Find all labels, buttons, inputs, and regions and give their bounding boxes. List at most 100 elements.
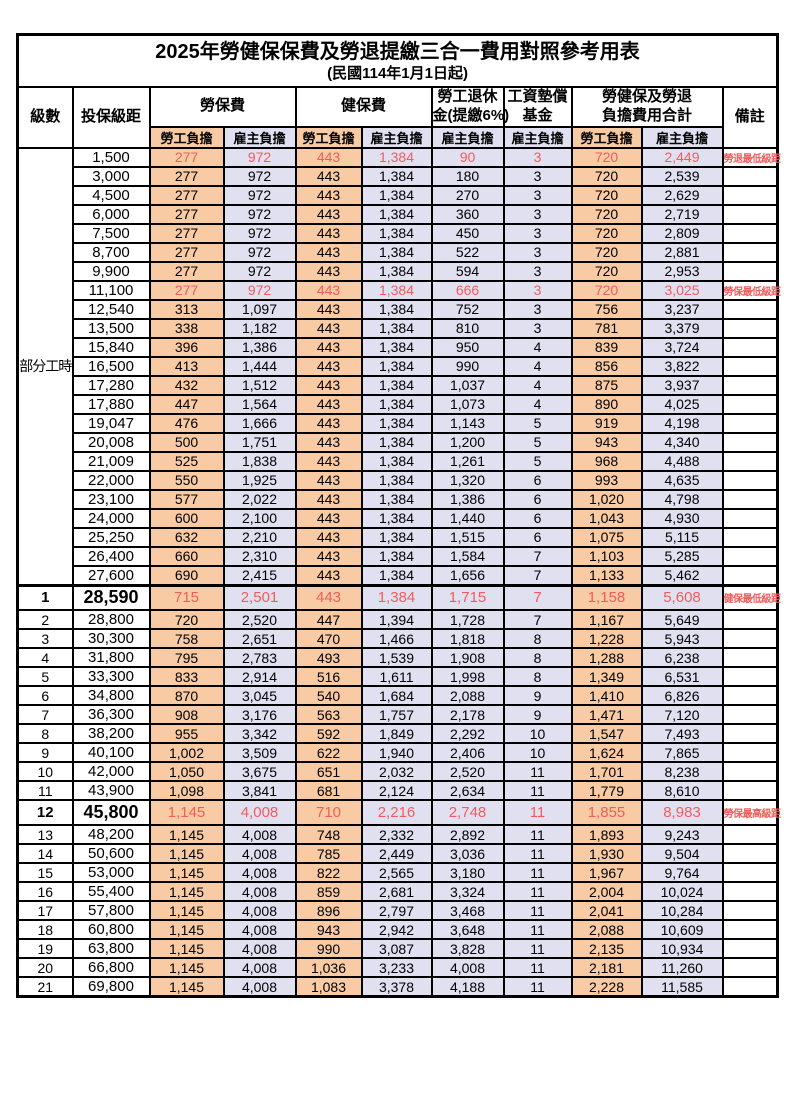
cell-labor-employee: 720: [148, 609, 225, 630]
cell-labor-employer: 2,501: [222, 583, 297, 611]
cell-labor-employer: 2,914: [222, 666, 297, 687]
cell-bracket: 42,000: [71, 761, 151, 782]
cell-health-employer: 1,384: [360, 317, 433, 339]
cell-level: 7: [16, 704, 74, 725]
cell-health-employer: 1,384: [360, 336, 433, 358]
cell-total-employer: 4,798: [640, 488, 724, 510]
cell-total-employer: 5,285: [640, 545, 724, 567]
cell-pension-employer: 990: [430, 355, 505, 377]
cell-arrear-employer: 3: [502, 222, 573, 244]
cell-health-employer: 1,384: [360, 165, 433, 187]
cell-health-employee: 443: [294, 317, 363, 339]
cell-total-employer: 6,826: [640, 685, 724, 706]
cell-labor-employee: 632: [148, 526, 225, 548]
cell-health-employee: 681: [294, 780, 363, 801]
table-row: 3 30,300 758 2,651 470 1,466 1,818 8 1,228 5,943: [16, 628, 779, 649]
cell-arrear-employer: 10: [502, 742, 573, 763]
cell-labor-employee: 577: [148, 488, 225, 510]
cell-labor-employer: 1,512: [222, 374, 297, 396]
cell-health-employer: 2,449: [360, 843, 433, 864]
cell-labor-employer: 2,100: [222, 507, 297, 529]
cell-health-employer: 1,384: [360, 469, 433, 491]
cell-remark: [721, 919, 779, 940]
cell-health-employer: 1,384: [360, 222, 433, 244]
cell-arrear-employer: 11: [502, 862, 573, 883]
cell-health-employer: 1,384: [360, 507, 433, 529]
cell-arrear-employer: 3: [502, 298, 573, 320]
cell-arrear-employer: 6: [502, 469, 573, 491]
cell-total-employee: 720: [570, 165, 643, 187]
cell-total-employer: 7,493: [640, 723, 724, 744]
cell-health-employer: 1,684: [360, 685, 433, 706]
cell-labor-employee: 413: [148, 355, 225, 377]
cell-health-employer: 3,087: [360, 938, 433, 959]
cell-total-employee: 1,228: [570, 628, 643, 649]
cell-health-employee: 592: [294, 723, 363, 744]
cell-remark: [721, 957, 779, 978]
cell-remark: [721, 412, 779, 434]
cell-pension-employer: 1,998: [430, 666, 505, 687]
table-row: 20,008 500 1,751 443 1,384 1,200 5 943 4,340: [18, 431, 779, 453]
cell-remark: 勞退最低級距: [721, 146, 781, 168]
title-block: 2025年勞健保保費及勞退提繳三合一費用對照參考用表 (民國114年1月1日起): [16, 33, 779, 88]
cell-bracket: 16,500: [71, 355, 151, 377]
cell-level: 20: [16, 957, 74, 978]
table-row: 13,500 338 1,182 443 1,384 810 3 781 3,379: [18, 317, 779, 339]
cell-health-employee: 1,083: [294, 976, 363, 998]
cell-bracket: 13,500: [71, 317, 151, 339]
cell-health-employer: 1,466: [360, 628, 433, 649]
subheader-labor-employer: 雇主負擔: [222, 125, 297, 149]
cell-health-employer: 1,384: [360, 279, 433, 301]
cell-remark: [721, 862, 779, 883]
cell-total-employer: 5,462: [640, 564, 724, 586]
cell-labor-employer: 2,651: [222, 628, 297, 649]
cell-health-employer: 1,611: [360, 666, 433, 687]
cell-remark: 勞保最低級距: [721, 279, 781, 301]
cell-total-employee: 890: [570, 393, 643, 415]
cell-pension-employer: 180: [430, 165, 505, 187]
cell-total-employer: 2,629: [640, 184, 724, 206]
subheader-labor-employee: 勞工負擔: [148, 125, 225, 149]
cell-arrear-employer: 3: [502, 260, 573, 282]
cell-labor-employer: 1,097: [222, 298, 297, 320]
cell-total-employee: 1,103: [570, 545, 643, 567]
cell-labor-employer: 3,045: [222, 685, 297, 706]
cell-arrear-employer: 11: [502, 761, 573, 782]
cell-total-employee: 720: [570, 260, 643, 282]
header-arrear-line1: 工資墊償: [507, 87, 568, 105]
cell-total-employee: 839: [570, 336, 643, 358]
cell-arrear-employer: 3: [502, 165, 573, 187]
cell-remark: [721, 203, 779, 225]
cell-remark: [721, 298, 779, 320]
cell-remark: [721, 526, 779, 548]
cell-health-employee: 563: [294, 704, 363, 725]
cell-level: 9: [16, 742, 74, 763]
table-row: 13 48,200 1,145 4,008 748 2,332 2,892 11 1,893 9,…: [16, 824, 779, 845]
header-remark: 備註: [721, 85, 779, 149]
cell-health-employee: 443: [294, 260, 363, 282]
cell-total-employee: 2,041: [570, 900, 643, 921]
cell-labor-employee: 955: [148, 723, 225, 744]
subheader-arrear-employer: 雇主負擔: [502, 125, 573, 149]
table-row: 27,600 690 2,415 443 1,384 1,656 7 1,133 5,462: [18, 564, 779, 586]
cell-remark: [721, 469, 779, 491]
header-group-row: 級數 投保級距 勞保費 健保費 勞工退休 金(提繳6%) 工資墊償 基金 勞健保…: [16, 85, 779, 149]
cell-health-employer: 2,032: [360, 761, 433, 782]
cell-pension-employer: 3,828: [430, 938, 505, 959]
cell-level: 17: [16, 900, 74, 921]
cell-labor-employee: 1,145: [148, 843, 225, 864]
cell-total-employee: 720: [570, 279, 643, 301]
cell-bracket: 31,800: [71, 647, 151, 668]
table-row: 16,500 413 1,444 443 1,384 990 4 856 3,822: [18, 355, 779, 377]
table-row: 8 38,200 955 3,342 592 1,849 2,292 10 1,547 7,493: [16, 723, 779, 744]
cell-level: 6: [16, 685, 74, 706]
cell-labor-employer: 1,751: [222, 431, 297, 453]
cell-arrear-employer: 8: [502, 647, 573, 668]
cell-labor-employee: 432: [148, 374, 225, 396]
table-row: 17,280 432 1,512 443 1,384 1,037 4 875 3,937: [18, 374, 779, 396]
cell-labor-employee: 715: [148, 583, 225, 611]
cell-total-employee: 720: [570, 184, 643, 206]
cell-remark: [721, 704, 779, 725]
table-row: 19,047 476 1,666 443 1,384 1,143 5 919 4,198: [18, 412, 779, 434]
header-total-line2: 負擔費用合計: [601, 106, 692, 124]
